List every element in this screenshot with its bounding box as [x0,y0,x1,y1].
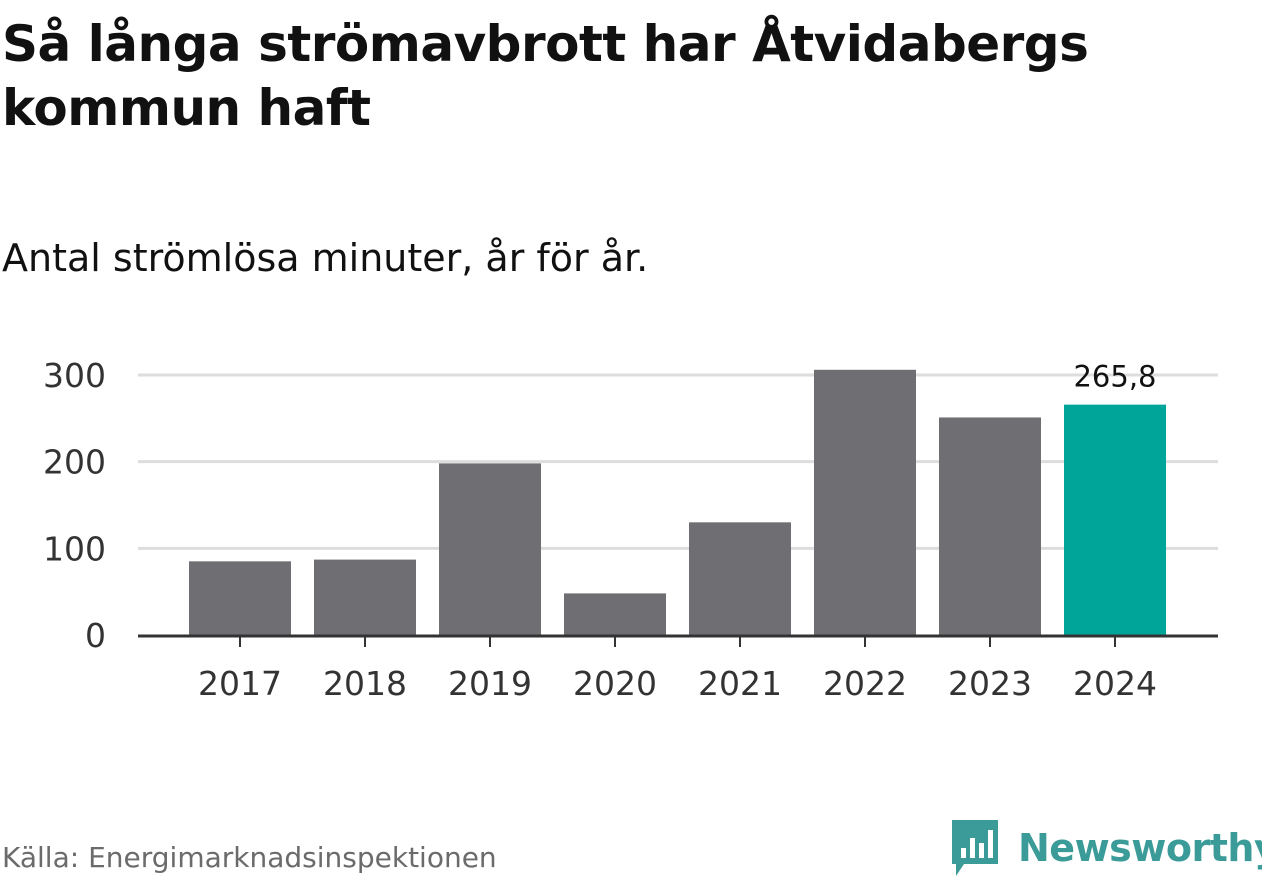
x-tick-label-2020: 2020 [573,664,657,703]
chart-subtitle: Antal strömlösa minuter, år för år. [2,236,649,280]
data-labels: 265,8 [1073,360,1156,394]
bar-2021 [689,522,791,635]
data-label-2024: 265,8 [1073,360,1156,394]
newsworthy-logo[interactable]: Newsworthy [950,818,1262,878]
x-axis-ticks: 2017 2018 2019 2020 2021 2022 2023 2024 [198,636,1157,703]
bar-2023 [939,417,1041,635]
x-tick-label-2021: 2021 [698,664,782,703]
bar-2017 [189,561,291,635]
bars [189,369,1166,635]
x-tick-label-2023: 2023 [948,664,1032,703]
newsworthy-logo-icon [952,820,998,876]
chart-title: Så långa strömavbrott har Åtvidabergs ko… [2,15,1089,137]
bar-2018 [314,559,416,635]
y-tick-label-0: 0 [85,616,106,655]
y-axis-ticks: 0 100 200 300 [43,356,106,655]
source-note: Källa: Energimarknadsinspektionen [2,841,497,874]
y-tick-label-300: 300 [43,356,106,395]
bar-2020 [564,593,666,635]
x-tick-label-2024: 2024 [1073,664,1157,703]
bar-2024 [1064,404,1166,635]
x-tick-label-2019: 2019 [448,664,532,703]
grid-lines [138,373,1218,550]
x-tick-label-2022: 2022 [823,664,907,703]
x-tick-label-2017: 2017 [198,664,282,703]
bar-2019 [439,463,541,635]
y-tick-label-100: 100 [43,529,106,568]
x-tick-label-2018: 2018 [323,664,407,703]
y-tick-label-200: 200 [43,443,106,482]
bar-2022 [814,369,916,635]
newsworthy-logo-text: Newsworthy [1018,826,1262,870]
